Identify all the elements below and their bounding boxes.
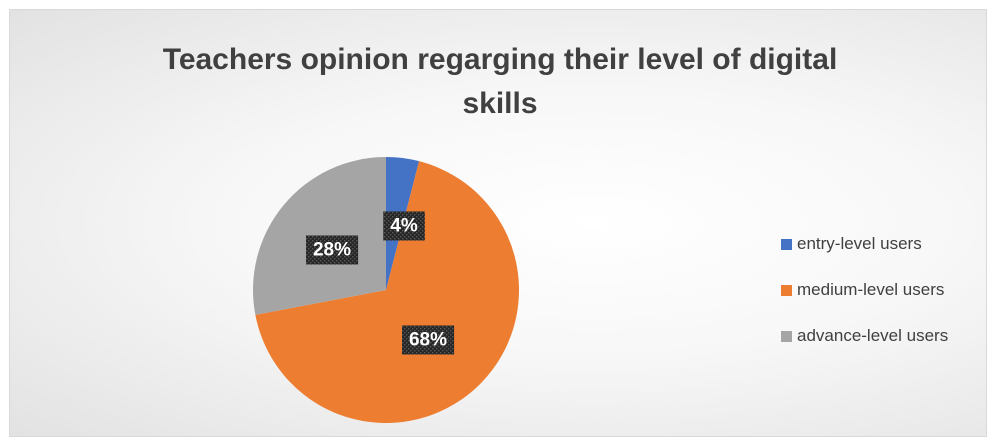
chart-area: Teachers opinion regarging their level o… <box>9 9 987 437</box>
chart-title-line-2: skills <box>462 87 538 120</box>
data-label-text-medium-level: 68% <box>409 330 447 351</box>
pie-chart: 4% 68% 28% <box>253 157 520 423</box>
data-label-box-entry-level <box>383 211 425 241</box>
legend-label-medium-level: medium-level users <box>797 280 945 299</box>
legend-swatch-entry-level <box>781 238 792 250</box>
legend-label-entry-level: entry-level users <box>797 234 922 253</box>
data-label-box-advance-level <box>305 235 359 265</box>
legend-label-advance-level: advance-level users <box>797 326 949 345</box>
pie-slice-medium-level <box>255 161 520 423</box>
data-label-text-advance-level: 28% <box>313 240 351 261</box>
legend-item-advance-level: advance-level users <box>781 324 948 348</box>
chart-title-line-1: Teachers opinion regarging their level o… <box>162 43 838 76</box>
data-label-medium-level: 68% <box>401 325 455 355</box>
legend-item-entry-level: entry-level users <box>781 232 948 256</box>
data-label-text-entry-level: 4% <box>390 216 418 237</box>
legend-swatch-medium-level <box>781 284 792 296</box>
legend-item-medium-level: medium-level users <box>781 278 948 302</box>
pie-slices <box>253 157 520 423</box>
pie-data-labels: 4% 68% 28% <box>305 211 455 355</box>
chart-legend: entry-level users medium-level users adv… <box>781 232 948 370</box>
data-label-box-medium-level <box>401 325 455 355</box>
data-label-advance-level: 28% <box>305 235 359 265</box>
data-label-entry-level: 4% <box>383 211 425 241</box>
legend-swatch-advance-level <box>781 330 792 342</box>
chart-title: Teachers opinion regarging their level o… <box>50 38 950 126</box>
